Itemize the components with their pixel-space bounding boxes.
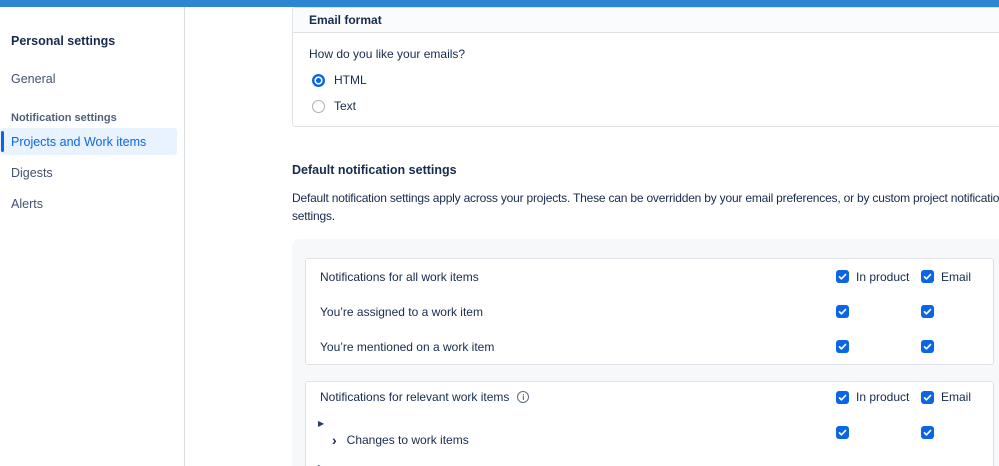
email-format-question: How do you like your emails? [309,47,466,61]
check-icon [923,273,932,280]
check-icon [838,429,847,436]
expandable-row: ▶ › Comments on your work items [306,456,993,466]
table-header-row: Notifications for all work items In prod… [306,259,993,294]
radio-option-label: HTML [334,73,367,87]
row-label: You’re assigned to a work item [320,304,483,319]
email-checkbox[interactable] [921,340,934,353]
in-product-column-label: In product [856,390,910,404]
email-format-body: How do you like your emails? HTML Text [293,33,999,126]
table-title-cell: Notifications for relevant work items i [306,390,836,404]
sidebar-item-general[interactable]: General [11,71,56,86]
top-accent-bar [0,0,999,7]
radio-unchecked-icon[interactable] [312,99,325,113]
description-line-1: Default notification settings apply acro… [292,191,999,205]
in-product-checkbox[interactable] [836,390,849,404]
email-header-cell: Email [921,270,993,284]
check-icon [838,343,847,350]
sidebar-nav: General Notification settings Projects a… [0,65,184,217]
email-column-label: Email [941,269,972,284]
sidebar-item-alerts[interactable]: Alerts [11,196,43,211]
sidebar-item-label: Projects and Work items [11,134,147,149]
default-notification-settings-description: Default notification settings apply acro… [292,190,999,225]
email-checkbox[interactable] [921,390,934,404]
check-icon [923,308,932,315]
sidebar-section-label: Notification settings [11,112,117,124]
table-title: Notifications for relevant work items [320,390,510,404]
in-product-column-label: In product [856,269,910,284]
email-column-label: Email [941,390,972,404]
expandable-row-label-cell: ▶ › Comments on your work items [306,456,836,466]
radio-option-text[interactable]: Text [309,98,999,114]
table-header-row: Notifications for relevant work items i … [306,382,993,412]
expandable-row: ▶ › Changes to work items [306,412,993,456]
all-work-items-table: Notifications for all work items In prod… [305,258,994,365]
check-icon [838,394,847,401]
table-row: You’re assigned to a work item [306,294,993,329]
default-notification-settings-heading: Default notification settings [292,163,457,177]
radio-option-label: Text [334,99,357,113]
sidebar-title: Personal settings [11,34,116,48]
disclosure-triangle-icon[interactable]: ▶ [318,463,836,466]
table-row: You’re mentioned on a work item [306,329,993,364]
sidebar-item-projects-and-work-items[interactable]: Projects and Work items [0,128,177,155]
email-header-cell: Email [921,390,993,404]
info-icon[interactable]: i [517,391,530,403]
disclosure-triangle-icon[interactable]: ▶ [318,419,325,428]
email-checkbox[interactable] [921,426,934,439]
in-product-checkbox[interactable] [836,305,849,318]
main-content: Email format How do you like your emails… [185,7,999,466]
notification-tables-panel: Notifications for all work items In prod… [292,239,999,466]
row-label: You’re mentioned on a work item [320,339,495,354]
check-icon [923,343,932,350]
expandable-row-label-cell: ▶ › Changes to work items [306,412,836,447]
settings-sidebar: Personal settings General Notification s… [0,7,185,466]
email-format-header: Email format [293,8,999,33]
relevant-work-items-table: Notifications for relevant work items i … [305,381,994,466]
page-layout: Personal settings General Notification s… [0,7,999,466]
radio-option-html[interactable]: HTML [309,72,999,88]
table-title: Notifications for all work items [320,269,479,284]
selected-indicator-bar [1,131,4,152]
email-checkbox[interactable] [921,305,934,318]
in-product-checkbox[interactable] [836,340,849,353]
in-product-header-cell: In product [836,390,921,404]
check-icon [923,429,932,436]
email-checkbox[interactable] [921,270,934,283]
row-label[interactable]: Changes to work items [346,433,469,447]
in-product-header-cell: In product [836,270,921,284]
chevron-right-icon[interactable]: › [332,431,337,448]
check-icon [923,394,932,401]
description-line-2: settings. [292,208,335,223]
in-product-checkbox[interactable] [836,270,849,283]
email-format-card: Email format How do you like your emails… [292,7,999,127]
sidebar-item-digests[interactable]: Digests [11,165,53,180]
radio-checked-icon[interactable] [312,73,325,87]
check-icon [838,308,847,315]
check-icon [838,273,847,280]
in-product-checkbox[interactable] [836,426,849,439]
